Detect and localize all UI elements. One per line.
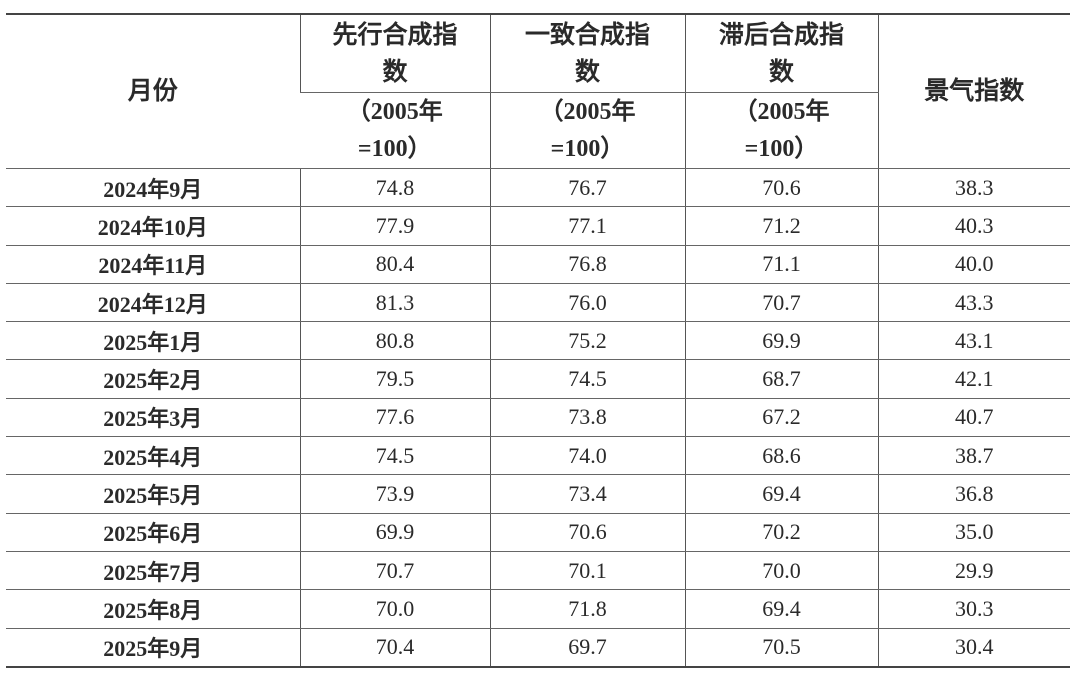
cell-month: 2025年4月 [6, 436, 300, 476]
cell-leading: 70.7 [299, 551, 490, 591]
cell-month: 2025年9月 [103, 636, 203, 662]
cell-leading: 70.0 [299, 589, 490, 629]
header-coincident: 一致合成指数 [489, 14, 685, 93]
cell-leading: 81.3 [299, 283, 490, 323]
cell-prosperity: 30.3 [877, 589, 1070, 629]
cell-lagging: 70.0 [684, 551, 878, 591]
cell-month: 2025年5月 [6, 474, 300, 514]
cell-lagging: 69.4 [684, 474, 878, 514]
cell-coincident: 73.4 [489, 474, 685, 514]
header-lagging: 滞后合成指数 [684, 14, 878, 93]
cell-coincident: 69.7 [489, 628, 685, 667]
cell-lagging: 69.4 [684, 589, 878, 629]
table-body: 2024年9月 74.8 76.7 70.6 38.3 2024年10月 77.9 77.1 7… [6, 168, 1070, 667]
cell-month: 2025年2月 [6, 359, 300, 399]
cell-leading: 77.6 [299, 398, 490, 438]
cell-coincident: 70.1 [489, 551, 685, 591]
cell-month: 2024年9月 [6, 168, 300, 208]
cell-coincident: 74.5 [489, 359, 685, 399]
cell-month: 2024年10月 [6, 206, 300, 246]
cell-lagging: 70.7 [684, 283, 878, 323]
cell-prosperity: 30.4 [877, 628, 1070, 667]
header-row: 月份 先行合成指数 一致合成指数 滞后合成指数 景气指数 [6, 14, 1070, 169]
table-row: 2025年3月 77.6 73.8 67.2 40.7 [6, 398, 1070, 438]
table-row: 2025年8月 70.0 71.8 69.4 30.3 [6, 589, 1070, 629]
cell-prosperity: 35.0 [877, 513, 1070, 552]
table-row: 2024年10月 77.9 77.1 71.2 40.3 [6, 206, 1070, 246]
cell-month: 2025年3月 [6, 398, 300, 438]
cell-coincident: 75.2 [489, 321, 685, 361]
table-row: 2025年4月 74.5 74.0 68.6 38.7 [6, 436, 1070, 476]
cell-leading: 70.4 [299, 628, 490, 667]
header-month: 月份 [6, 14, 300, 169]
cell-lagging: 68.6 [684, 436, 878, 476]
cell-coincident: 71.8 [489, 589, 685, 629]
table-row: 2025年9月 70.4 69.7 70.5 30.4 [6, 628, 1070, 667]
table-row: 2024年9月 74.8 76.7 70.6 38.3 [6, 168, 1070, 208]
cell-prosperity: 40.0 [877, 245, 1070, 284]
cell-leading: 80.8 [299, 321, 490, 361]
index-table: 月份 先行合成指数 一致合成指数 滞后合成指数 景气指数 （2005年=100）… [6, 13, 1070, 668]
header-unit-row: （2005年=100） （2005年=100） （2005年=100） [6, 92, 1070, 169]
cell-coincident: 76.8 [489, 245, 685, 284]
header-unit-leading: （2005年=100） [300, 92, 490, 169]
header-leading: 先行合成指数 [299, 14, 490, 93]
cell-lagging: 68.7 [684, 359, 878, 399]
table-row: 2025年6月 69.9 70.6 70.2 35.0 [6, 513, 1070, 552]
cell-lagging: 71.1 [684, 245, 878, 284]
cell-prosperity: 40.7 [877, 398, 1070, 438]
table-row: 2024年12月 81.3 76.0 70.7 43.3 [6, 283, 1070, 323]
cell-coincident: 77.1 [489, 206, 685, 246]
cell-leading: 79.5 [299, 359, 490, 399]
cell-coincident: 76.0 [489, 283, 685, 323]
cell-month: 2025年8月 [6, 589, 300, 629]
cell-month: 2025年1月 [6, 321, 300, 361]
cell-lagging: 67.2 [684, 398, 878, 438]
cell-leading: 77.9 [299, 206, 490, 246]
cell-month: 2025年7月 [6, 551, 300, 591]
cell-month: 2024年11月 [6, 245, 300, 284]
cell-month: 2024年12月 [6, 283, 300, 323]
cell-lagging: 70.6 [684, 168, 878, 208]
cell-prosperity: 43.3 [877, 283, 1070, 323]
cell-leading: 73.9 [299, 474, 490, 514]
cell-coincident: 76.7 [489, 168, 685, 208]
cell-lagging: 70.2 [684, 513, 878, 552]
header-unit-lagging: （2005年=100） [684, 92, 878, 169]
cell-coincident: 74.0 [489, 436, 685, 476]
cell-leading: 69.9 [299, 513, 490, 552]
cell-prosperity: 38.7 [877, 436, 1070, 476]
header-prosperity: 景气指数 [877, 14, 1070, 169]
cell-leading: 80.4 [299, 245, 490, 284]
cell-prosperity: 40.3 [877, 206, 1070, 246]
cell-prosperity: 42.1 [877, 359, 1070, 399]
header-unit-coincident: （2005年=100） [489, 92, 685, 169]
cell-leading: 74.8 [299, 168, 490, 208]
cell-prosperity: 29.9 [877, 551, 1070, 591]
cell-coincident: 73.8 [489, 398, 685, 438]
table-row: 2025年5月 73.9 73.4 69.4 36.8 [6, 474, 1070, 514]
cell-coincident: 70.6 [489, 513, 685, 552]
cell-prosperity: 43.1 [877, 321, 1070, 361]
cell-leading: 74.5 [299, 436, 490, 476]
cell-month: 2025年6月 [6, 513, 300, 552]
table-row: 2024年11月 80.4 76.8 71.1 40.0 [6, 245, 1070, 284]
cell-lagging: 69.9 [684, 321, 878, 361]
cell-lagging: 70.5 [684, 628, 878, 667]
table-row: 2025年7月 70.7 70.1 70.0 29.9 [6, 551, 1070, 591]
table-row: 2025年1月 80.8 75.2 69.9 43.1 [6, 321, 1070, 361]
cell-lagging: 71.2 [684, 206, 878, 246]
cell-prosperity: 38.3 [877, 168, 1070, 208]
cell-prosperity: 36.8 [877, 474, 1070, 514]
table-row: 2025年2月 79.5 74.5 68.7 42.1 [6, 359, 1070, 399]
